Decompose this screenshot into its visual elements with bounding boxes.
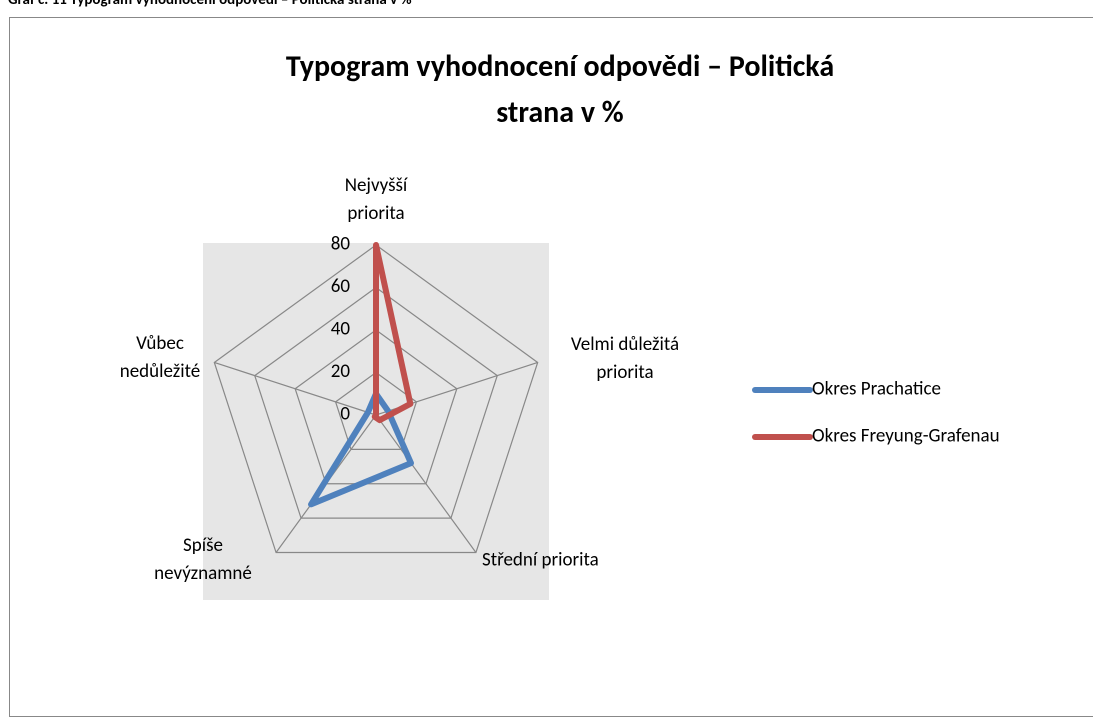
r-tick-label: 20 [331,360,351,383]
axis-line [214,361,377,416]
caption: Graf č. 11 Typogram vyhodnocení odpovědí… [8,0,412,9]
category-label-line: Vůbec [136,332,184,355]
r-tick-label: 0 [340,403,350,426]
grid-line [254,286,498,519]
chart-title: Typogram vyhodnocení odpovědi – Politick… [285,48,835,131]
category-label: Velmi důležitá priorita [571,333,679,384]
category-label: Nejvyšší priorita [345,174,409,225]
chart: 0 20 40 60 80 Nejvyšší priorita Velmi důležitá p… [120,174,1000,600]
category-label-line: nedůležité [120,360,201,383]
category-label-line: Nejvyšší [345,174,409,197]
category-label-line: Spíše [183,534,223,557]
category-label-line: priorita [596,361,653,384]
grid-line [213,244,539,554]
legend-label: Okres Prachatice [812,378,941,401]
category-label-line: nevýznamné [154,562,252,585]
category-label: Spíše nevýznamné [154,534,252,585]
page: {"caption": "Graf č. 11 Typogram vyhodno… [8,0,1093,717]
r-tick-label: 40 [331,318,351,341]
r-tick-label: 80 [331,233,351,256]
series-line [371,242,414,424]
category-label: Střední priorita [482,549,599,572]
category-label-line: Velmi důležitá [571,333,679,356]
axis-line [375,414,477,553]
category-label-line: priorita [347,202,404,225]
series-line [308,390,414,508]
category-label: Vůbec nedůležité [120,332,201,383]
grid-line [294,329,458,485]
legend-label: Okres Freyung-Grafenau [812,425,1000,448]
r-tick-label: 60 [331,275,351,298]
